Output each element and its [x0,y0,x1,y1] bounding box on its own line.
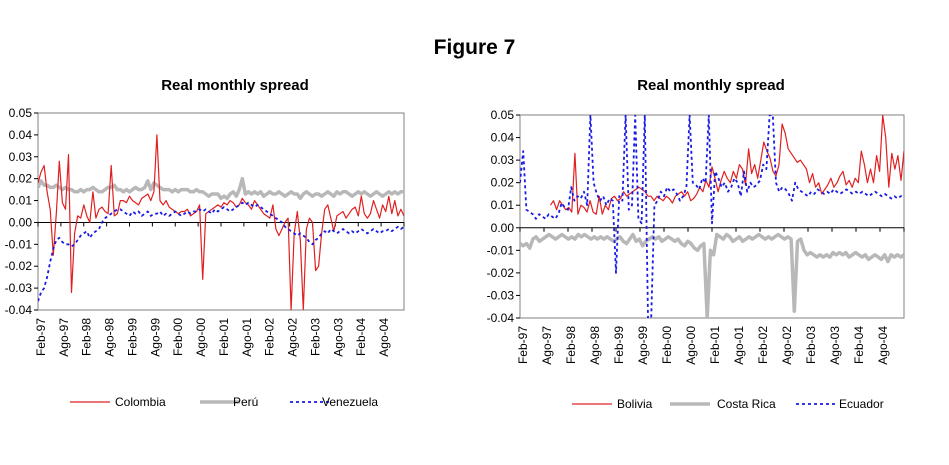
figure-title: Figure 7 [433,36,516,59]
x-tick-label: Ago-03 [828,326,842,365]
x-tick-label: Ago-01 [240,318,254,357]
x-tick-label: Feb-98 [80,318,94,356]
series-line-ecuador [520,115,904,318]
legend-label: Bolivia [617,397,653,411]
series-line-venezuela [38,201,404,302]
y-tick-label: 0.04 [9,128,33,142]
series-line-costa-rica [520,232,904,318]
x-tick-label: Ago-98 [588,326,602,365]
series-line-per- [38,176,404,201]
x-tick-label: Feb-03 [804,326,818,364]
x-tick-label: Ago-97 [57,318,71,357]
x-tick-label: Feb-99 [125,318,139,356]
x-tick-label: Ago-99 [148,318,162,357]
x-tick-label: Ago-00 [684,326,698,365]
legend-label: Colombia [115,395,166,409]
x-tick-label: Feb-04 [852,326,866,364]
y-tick-label: -0.01 [487,243,515,257]
x-tick-label: Ago-03 [331,318,345,357]
y-tick-label: -0.01 [5,237,33,251]
series-line-colombia [38,134,404,310]
y-tick-label: 0.05 [9,106,33,120]
x-tick-label: Feb-03 [308,318,322,356]
x-tick-label: Feb-97 [516,326,530,364]
x-tick-label: Feb-00 [660,326,674,364]
x-tick-label: Feb-01 [217,318,231,356]
legend-label: Costa Rica [717,397,776,411]
chart-title: Real monthly spread [637,77,785,94]
x-tick-label: Feb-02 [756,326,770,364]
x-tick-label: Ago-97 [540,326,554,365]
y-tick-label: -0.02 [5,259,33,273]
x-tick-label: Feb-01 [708,326,722,364]
y-tick-label: 0.00 [491,221,515,235]
y-tick-label: 0.03 [491,153,515,167]
y-tick-label: 0.02 [9,172,33,186]
x-tick-label: Feb-00 [171,318,185,356]
x-tick-label: Ago-02 [780,326,794,365]
legend-label: Venezuela [322,395,378,409]
y-tick-label: 0.05 [491,108,515,122]
y-tick-label: 0.02 [491,176,515,190]
x-tick-label: Feb-04 [354,318,368,356]
x-tick-label: Ago-01 [732,326,746,365]
y-tick-label: -0.04 [5,303,33,317]
chart-title: Real monthly spread [161,77,309,94]
y-tick-label: 0.01 [9,194,33,208]
x-tick-label: Ago-98 [103,318,117,357]
y-tick-label: 0.00 [9,215,33,229]
x-tick-label: Ago-99 [636,326,650,365]
x-tick-label: Feb-99 [612,326,626,364]
x-tick-label: Feb-98 [564,326,578,364]
x-tick-label: Ago-04 [876,326,890,365]
y-tick-label: -0.04 [487,311,515,325]
x-tick-label: Ago-04 [377,318,391,357]
legend-label: Perú [233,395,258,409]
y-tick-label: 0.04 [491,131,515,145]
x-tick-label: Feb-97 [34,318,48,356]
y-tick-label: 0.03 [9,150,33,164]
x-tick-label: Ago-00 [194,318,208,357]
y-tick-label: -0.03 [5,281,33,295]
x-tick-label: Ago-02 [286,318,300,357]
y-tick-label: 0.01 [491,198,515,212]
y-tick-label: -0.02 [487,266,515,280]
y-tick-label: -0.03 [487,288,515,302]
legend-label: Ecuador [839,397,884,411]
x-tick-label: Feb-02 [263,318,277,356]
series-line-bolivia [550,115,904,215]
